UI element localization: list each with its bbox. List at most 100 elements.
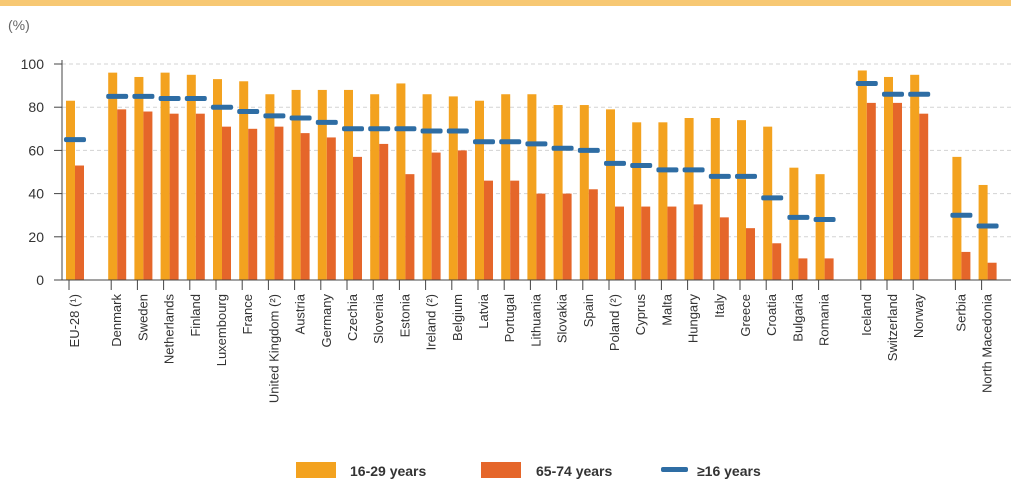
bar-65-74-portugal (510, 180, 520, 280)
category-label-slovakia: Slovakia (555, 293, 570, 343)
bar-16-29-greece (737, 120, 746, 280)
marker-16-plus-hungary (682, 167, 705, 173)
category-label-romania: Romania (817, 293, 832, 346)
marker-16-plus-estonia (394, 126, 417, 132)
marker-16-plus-iceland (855, 80, 878, 86)
bar-65-74-france (248, 128, 258, 280)
marker-16-plus-slovakia (551, 145, 574, 151)
category-label-cyprus: Cyprus (633, 294, 648, 336)
bar-16-29-finland (186, 74, 196, 280)
bar-16-29-france (239, 81, 249, 280)
category-label-france: France (240, 294, 255, 334)
bar-65-74-hungary (693, 204, 703, 280)
marker-16-plus-denmark (106, 93, 129, 99)
marker-16-plus-portugal (499, 139, 522, 145)
bar-65-74-norway (919, 113, 929, 281)
bar-16-29-croatia (763, 126, 773, 280)
marker-16-plus-luxembourg (211, 104, 233, 110)
bar-65-74-finland (195, 113, 205, 281)
marker-16-plus-bulgaria (787, 214, 810, 220)
category-label-latvia: Latvia (476, 293, 491, 328)
bar-65-74-switzerland (893, 102, 902, 280)
category-label-greece: Greece (738, 294, 753, 337)
bar-16-29-ireland (422, 94, 432, 281)
bar-65-74-united-kingdom (274, 126, 284, 280)
legend-label-65-74: 65-74 years (536, 463, 613, 479)
bar-65-74-slovenia (379, 143, 389, 280)
category-label-switzerland: Switzerland (885, 294, 900, 361)
bar-65-74-sweden (143, 111, 153, 281)
category-label-poland: Poland (²) (607, 294, 622, 351)
marker-16-plus-switzerland (882, 91, 904, 97)
category-label-sweden: Sweden (135, 294, 150, 341)
bar-65-74-italy (719, 217, 729, 280)
bar-16-29-austria (291, 89, 301, 280)
marker-16-plus-greece (735, 173, 757, 179)
category-label-united-kingdom: United Kingdom (²) (266, 294, 281, 403)
category-label-norway: Norway (911, 294, 926, 339)
marker-16-plus-austria (289, 115, 312, 121)
bar-16-29-czechia (344, 89, 353, 280)
bar-16-29-malta (658, 122, 668, 280)
marker-16-plus-cyprus (630, 163, 653, 169)
marker-16-plus-lithuania (525, 141, 548, 147)
marker-16-plus-ireland (420, 128, 443, 134)
marker-16-plus-belgium (446, 128, 469, 134)
bar-16-29-italy (710, 118, 720, 280)
bar-16-29-hungary (684, 118, 694, 280)
category-label-malta: Malta (659, 293, 674, 326)
bar-16-29-belgium (448, 96, 458, 281)
category-label-slovenia: Slovenia (371, 293, 386, 344)
legend-swatch-16-29 (296, 462, 336, 478)
marker-16-plus-united-kingdom (263, 113, 286, 119)
bar-16-29-slovakia (553, 105, 563, 280)
marker-16-plus-north-macedonia (976, 223, 999, 229)
y-tick-label-60: 60 (28, 142, 44, 158)
legend: 16-29 years 65-74 years ≥16 years (296, 462, 761, 479)
marker-16-plus-italy (708, 173, 731, 179)
bar-65-74-romania (824, 258, 834, 280)
bar-16-29-united-kingdom (265, 94, 275, 281)
bar-16-29-poland (606, 109, 615, 280)
category-label-ireland: Ireland (²) (424, 294, 439, 350)
marker-16-plus-france (237, 109, 260, 115)
marker-16-plus-latvia (473, 139, 495, 145)
category-label-netherlands: Netherlands (162, 294, 177, 365)
category-label-belgium: Belgium (450, 294, 465, 341)
bar-65-74-luxembourg (222, 126, 231, 280)
marker-16-plus-finland (184, 96, 207, 102)
y-tick-label-40: 40 (28, 186, 44, 202)
category-label-croatia: Croatia (764, 293, 779, 336)
y-tick-label-20: 20 (28, 229, 44, 245)
y-tick-label-0: 0 (36, 272, 44, 288)
bar-16-29-switzerland (884, 76, 893, 281)
bar-16-29-iceland (857, 70, 867, 280)
bar-65-74-lithuania (536, 193, 546, 280)
bar-16-29-eu-28 (66, 100, 75, 280)
marker-16-plus-serbia (950, 212, 973, 218)
bar-65-74-serbia (961, 251, 971, 280)
bar-16-29-spain (579, 105, 589, 280)
category-label-austria: Austria (293, 293, 308, 334)
category-label-portugal: Portugal (502, 294, 517, 343)
category-label-serbia: Serbia (953, 293, 968, 331)
bars (64, 70, 999, 281)
marker-16-plus-sweden (132, 93, 155, 99)
bar-16-29-netherlands (160, 72, 170, 280)
marker-16-plus-croatia (761, 195, 784, 201)
bar-16-29-denmark (108, 72, 118, 280)
bar-65-74-slovakia (562, 193, 572, 280)
bar-65-74-czechia (353, 156, 362, 280)
bar-65-74-denmark (117, 109, 127, 280)
legend-swatch-65-74 (481, 462, 521, 478)
category-label-spain: Spain (581, 294, 596, 327)
marker-16-plus-eu-28 (64, 137, 86, 143)
bar-65-74-germany (326, 137, 336, 280)
bar-16-29-north-macedonia (978, 184, 988, 280)
bar-16-29-sweden (134, 76, 144, 281)
legend-label-16-29: 16-29 years (350, 463, 427, 479)
bar-65-74-croatia (772, 243, 782, 280)
category-label-bulgaria: Bulgaria (790, 293, 805, 341)
